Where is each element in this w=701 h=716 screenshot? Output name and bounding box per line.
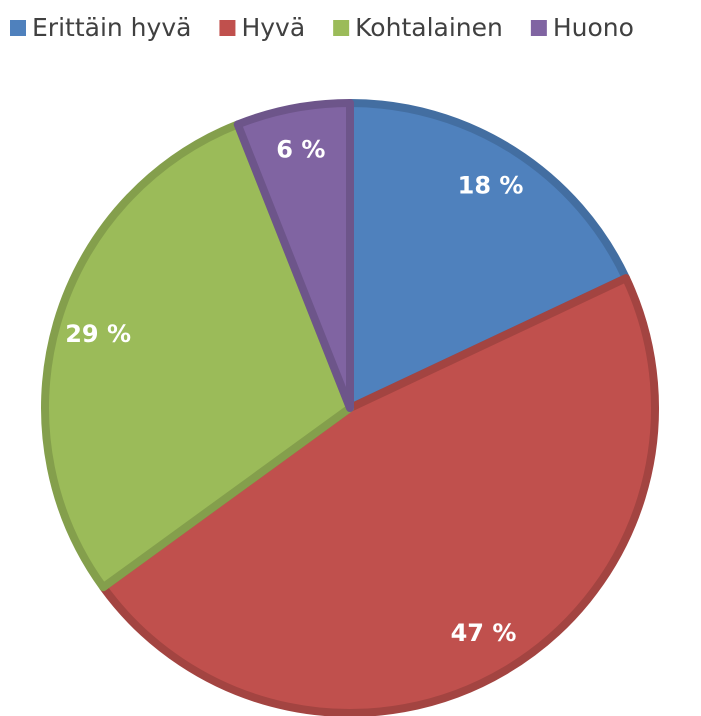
pie-slice	[41, 120, 354, 592]
data-label: 18 %	[458, 172, 524, 200]
pie-slice	[233, 99, 354, 412]
data-label: 29 %	[65, 320, 131, 348]
legend-label: Huono	[553, 13, 634, 42]
pie-slice	[346, 99, 630, 412]
legend-swatch	[219, 20, 236, 36]
legend-swatch	[10, 20, 26, 36]
legend-label: Hyvä	[241, 13, 305, 42]
legend-swatch	[530, 20, 547, 36]
legend-label: Erittäin hyvä	[32, 13, 191, 42]
legend-label: Kohtalainen	[355, 13, 503, 42]
pie-slice	[99, 274, 659, 716]
data-label: 6 %	[276, 135, 325, 163]
data-label: 47 %	[451, 619, 517, 647]
legend-swatch	[333, 20, 350, 36]
